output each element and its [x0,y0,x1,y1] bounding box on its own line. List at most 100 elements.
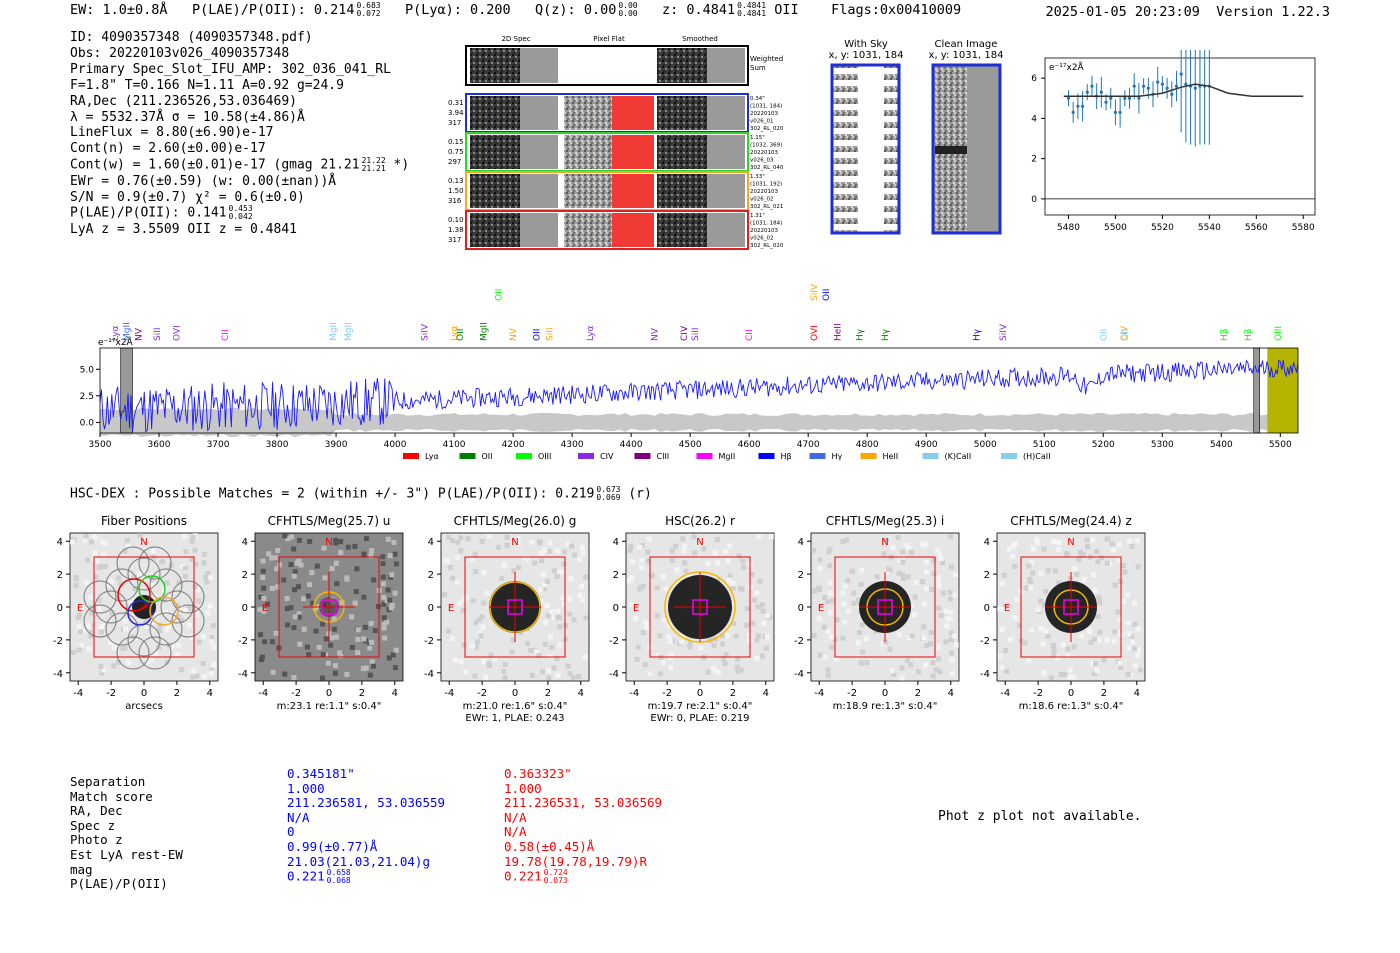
plya-value: P(Lyα): 0.200 [404,2,511,18]
match-label: RA, Dec [70,803,123,819]
noise-pixel [328,642,334,648]
noise-pixel [845,608,851,614]
noise-pixel [688,640,694,646]
noise-pixel [1052,568,1058,574]
row-right-value: (1031, 184) [750,221,782,227]
noise-pixel [567,611,573,617]
noise-pixel [842,619,848,625]
noise-pixel [369,639,375,645]
north-label: N [511,537,518,548]
noise-pixel [692,550,698,556]
match-value: 1.000 [504,781,662,797]
noise-pixel [524,640,530,646]
noise-pixel [934,548,940,554]
noise-pixel [73,583,79,589]
line-marker-label: Hβ [1220,328,1230,341]
noise-pixel [481,659,487,665]
noise-pixel [908,662,914,668]
noise-pixel [449,538,455,544]
noise-pixel [353,589,359,595]
noise-pixel [108,639,114,645]
noise-pixel [1101,657,1107,663]
noise-pixel [288,605,294,611]
x-tick-label: -2 [1033,688,1043,699]
noise-pixel [96,564,102,570]
noise-pixel [1040,641,1046,647]
noise-pixel [940,590,946,596]
noise-pixel [200,634,206,640]
noise-pixel [1094,548,1100,554]
z-lo: 0.4841 [737,9,767,18]
error-band [100,407,1298,438]
noise-pixel [816,615,822,621]
search-box [278,556,380,658]
y-tick-label: 4 [798,537,804,548]
noise-pixel [749,571,755,577]
noise-pixel [1095,614,1101,620]
legend-label: CIV [600,452,614,461]
noise-pixel [202,674,208,680]
match-label: mag [70,861,93,877]
smoothed-image [657,213,707,247]
line-marker-label: MgII [329,322,339,341]
noise-pixel [481,570,487,576]
noise-pixel [646,558,652,564]
noise-pixel [143,618,149,624]
pixel-flat-image [564,135,612,169]
noise-pixel [183,548,189,554]
noise-pixel [101,552,107,558]
row-left-value: 0.10 [448,216,464,224]
noise-pixel [1079,633,1085,639]
noise-pixel [1071,644,1077,650]
info-plae-hi: 0.453 [228,204,253,214]
noise-pixel [288,562,294,568]
y-tick-label: 0 [428,603,434,614]
row-left-value: 0.31 [448,99,464,107]
noise-pixel [291,573,297,579]
row-right-value: 1.33" [750,174,765,180]
match-value: N/A [504,825,662,840]
noise-pixel [282,671,288,677]
noise-pixel [999,581,1005,587]
line-marker-label: SiII [691,327,701,341]
match-value-text: 0.221 [504,868,542,884]
y-tick-label: -2 [609,636,619,647]
noise-pixel [760,608,766,614]
noise-pixel [750,620,756,626]
noise-pixel [579,545,585,551]
imaging-stamps: Fiber Positions + N E -4 -4 -2 -2 0 0 2 2 4 4 arcsecs C… [53,514,1146,724]
legend-swatch [459,453,476,459]
noise-pixel [568,576,574,582]
noise-pixel [266,551,272,557]
noise-pixel [150,583,156,589]
noise-pixel [460,607,466,613]
noise-pixel [768,534,774,540]
noise-pixel [735,656,741,662]
noise-pixel [536,652,542,658]
noise-pixel [727,573,733,579]
flags-value: Flags:0x00410009 [831,2,962,18]
noise-pixel [545,668,551,674]
line-marker-label-upper: SiIV [810,283,820,301]
noise-pixel [102,564,108,570]
data-point [1127,96,1132,100]
east-label: E [77,603,83,614]
fiber-circle [105,568,139,602]
match-value: 19.78(19.78,19.79)R [504,854,662,870]
noise-pixel [930,660,936,666]
noise-pixel [681,548,687,554]
noise-pixel [381,594,387,600]
legend-label: (K)CaII [945,452,972,461]
noise-pixel [640,630,646,636]
noise-pixel [825,599,831,605]
stamp-5: CFHTLS/Meg(24.4) z N E -4 -4 -2 -2 0 0 2 2 4 4 m:18.6… [980,514,1146,712]
noise-pixel [669,652,675,658]
noise-pixel [827,563,833,569]
noise-pixel [627,547,633,553]
noise-pixel [164,580,170,586]
east-label: E [448,603,454,614]
smoothed-continuum [707,174,745,208]
noise-pixel [388,605,394,611]
noise-pixel [811,547,817,553]
noise-pixel [1104,536,1110,542]
